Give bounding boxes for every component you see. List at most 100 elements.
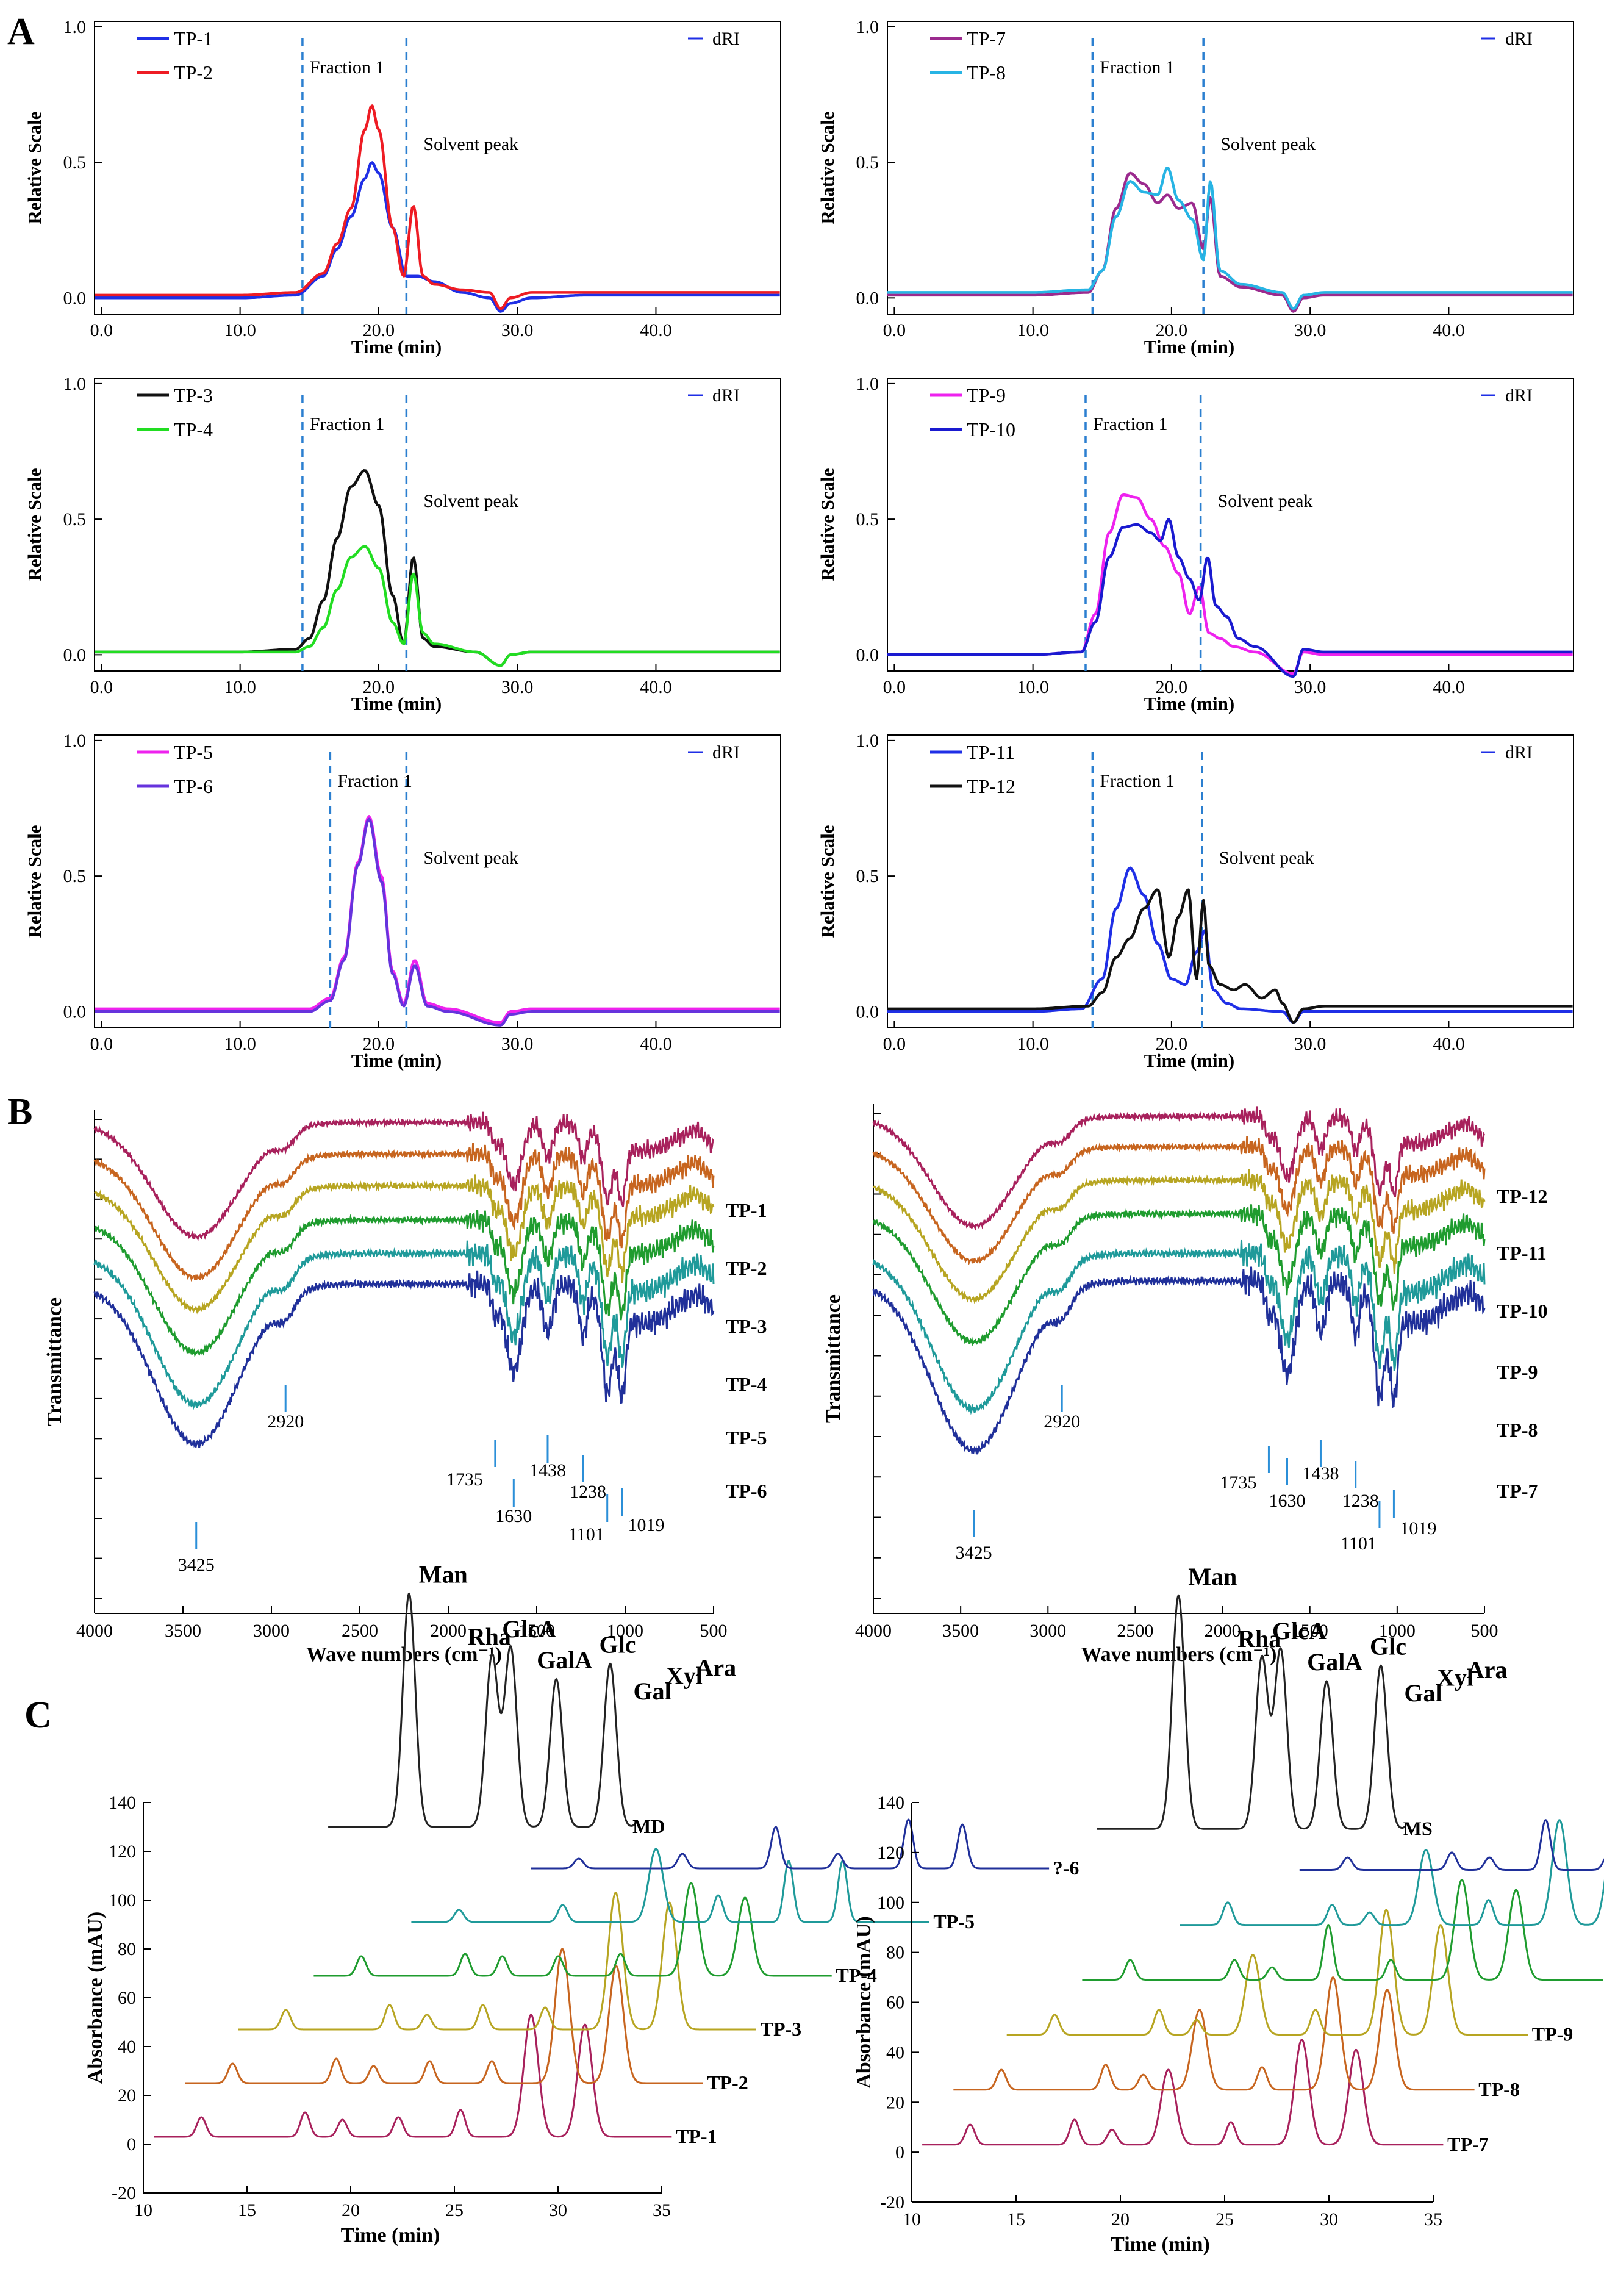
y-tick-label: 0.0: [856, 1002, 879, 1022]
spectrum-label-TP-12: TP-12: [1497, 1185, 1548, 1207]
spectrum-label-TP-11: TP-11: [1497, 1242, 1547, 1264]
gpc-chart-A1: 0.0 0.5 1.0 0.0 10.0 20.0 30.0 40.0 Time (min) Re…: [24, 17, 781, 357]
legend-label-TP-4: TP-4: [174, 418, 213, 440]
x-tick-label: 10.0: [1017, 677, 1049, 697]
y-axis-label: Relative Scale: [817, 825, 838, 938]
sugar-label-glca: GlcA: [1272, 1617, 1327, 1645]
ftir-spectrum-TP-4: [94, 1210, 715, 1357]
spectrum-label-TP-1: TP-1: [726, 1199, 767, 1221]
x-axis-label: Time (min): [351, 336, 442, 357]
peak-label-1630: 1630: [1269, 1491, 1305, 1511]
spectrum-label-TP-7: TP-7: [1497, 1480, 1538, 1502]
dri-legend-label: dRI: [712, 29, 740, 49]
x-tick-label: 4000: [855, 1621, 892, 1641]
y-tick-label: 0.0: [856, 288, 879, 308]
x-tick-label: 0.0: [90, 320, 113, 340]
y-tick-label: 0.5: [856, 866, 879, 886]
ftir-spectrum-TP-11: [872, 1136, 1486, 1266]
x-tick-label: 3500: [942, 1621, 979, 1641]
y-axis-label: Absorbance (mAU): [84, 1912, 107, 2084]
hplc-trace-TP-7: [922, 2039, 1444, 2146]
gpc-chart-A2: 0.0 0.5 1.0 0.0 10.0 20.0 30.0 40.0 Time (min) Re…: [817, 17, 1574, 357]
standard-trace-MD: [328, 1592, 636, 1828]
ftir-spectrum-TP-1: [93, 1111, 715, 1242]
y-tick-label: 0: [895, 2142, 904, 2162]
hplc-trace-TP-10: [1082, 1879, 1603, 1981]
hplc-trace-TP-5: [411, 1848, 929, 1923]
y-tick-label: 0.5: [856, 152, 879, 173]
hplc-chart-C2: -20 0 20 40 60 80 100 120 140 10 15 20 25 30 35 Time (m…: [853, 1563, 1604, 2256]
legend-label-TP-6: TP-6: [174, 775, 213, 797]
x-tick-label: 500: [700, 1621, 728, 1641]
spectrum-label-TP-10: TP-10: [1497, 1300, 1548, 1322]
ftir-spectrum-TP-3: [93, 1174, 715, 1315]
fraction-1-label: Fraction 1: [310, 57, 384, 77]
x-tick-label: 30.0: [501, 1034, 534, 1054]
y-tick-label: 0.0: [63, 1002, 87, 1022]
spectrum-label-TP-8: TP-8: [1497, 1419, 1538, 1441]
x-tick-label: 10.0: [1017, 320, 1049, 340]
spectrum-label-TP-4: TP-4: [726, 1373, 767, 1395]
legend-label-TP-9: TP-9: [967, 384, 1006, 406]
x-tick-label: 30: [549, 2200, 567, 2220]
x-tick-label: 10: [134, 2200, 152, 2220]
peak-label-1238: 1238: [1342, 1491, 1379, 1511]
dri-legend-label: dRI: [1505, 742, 1533, 762]
gpc-chart-A5: 0.0 0.5 1.0 0.0 10.0 20.0 30.0 40.0 Time (min) Re…: [24, 731, 781, 1071]
ftir-spectrum-TP-7: [872, 1266, 1486, 1455]
peak-label-1438: 1438: [529, 1460, 566, 1480]
x-tick-label: 1000: [607, 1621, 643, 1641]
hplc-label-TP-2: TP-2: [707, 2072, 748, 2093]
x-tick-label: 35: [1424, 2209, 1442, 2230]
spectrum-label-TP-9: TP-9: [1497, 1361, 1538, 1383]
sugar-label-gala: GalA: [537, 1646, 592, 1674]
sugar-label-man: Man: [1188, 1563, 1237, 1590]
x-tick-label: 10: [903, 2209, 921, 2230]
fraction-1-label: Fraction 1: [1093, 414, 1167, 434]
sugar-label-man: Man: [419, 1561, 468, 1588]
sugar-label-ara: Ara: [1467, 1656, 1508, 1684]
standard-label: MD: [632, 1815, 665, 1837]
y-tick-label: 1.0: [63, 731, 87, 751]
x-tick-label: 0.0: [883, 1034, 906, 1054]
x-axis-label: Time (min): [1111, 2233, 1210, 2256]
y-tick-label: 0.5: [63, 509, 87, 529]
solvent-peak-label: Solvent peak: [1220, 134, 1316, 154]
sugar-label-rha: Rha: [1237, 1625, 1281, 1652]
legend-label-TP-5: TP-5: [174, 741, 213, 763]
sugar-label-gal: Gal: [634, 1677, 671, 1705]
x-tick-label: 30.0: [501, 677, 534, 697]
y-tick-label: 60: [886, 1993, 904, 2013]
x-tick-label: 0.0: [883, 677, 906, 697]
y-tick-label: 1.0: [856, 374, 879, 394]
legend-label-TP-3: TP-3: [174, 384, 213, 406]
hplc-trace-TP-8: [953, 1976, 1475, 2091]
x-axis-label: Time (min): [341, 2224, 440, 2247]
y-axis-label: Relative Scale: [24, 468, 45, 581]
y-tick-label: 60: [118, 1988, 136, 2008]
plot-frame: [94, 21, 781, 315]
x-tick-label: 30.0: [501, 320, 534, 340]
y-axis-label: Relative Scale: [817, 111, 838, 224]
panel-label-a: A: [7, 11, 35, 52]
x-tick-label: 0.0: [90, 677, 113, 697]
y-tick-label: 120: [877, 1843, 904, 1863]
gpc-series-TP-6: [95, 817, 780, 1027]
x-axis-label: Time (min): [1144, 336, 1234, 357]
y-axis-label: Relative Scale: [24, 111, 45, 224]
x-tick-label: 40.0: [1433, 677, 1465, 697]
hplc-label-TP-6: ?-6: [1053, 1857, 1079, 1879]
gpc-series-TP-1: [95, 161, 780, 313]
peak-label-3425: 3425: [178, 1555, 215, 1575]
x-tick-label: 3500: [165, 1621, 201, 1641]
x-axis-label: Wave numbers (cm⁻¹): [1081, 1643, 1277, 1666]
sugar-label-xyl: Xyl: [666, 1662, 703, 1689]
peak-label-2920: 2920: [1044, 1412, 1080, 1432]
hplc-label-TP-7: TP-7: [1447, 2133, 1489, 2155]
spectrum-label-TP-2: TP-2: [726, 1257, 767, 1279]
solvent-peak-label: Solvent peak: [423, 134, 518, 154]
hplc-label-TP-1: TP-1: [676, 2125, 717, 2147]
x-tick-label: 20.0: [1156, 677, 1188, 697]
sugar-label-glc: Glc: [1370, 1633, 1406, 1660]
y-axis-label: Transmittance: [43, 1297, 66, 1426]
